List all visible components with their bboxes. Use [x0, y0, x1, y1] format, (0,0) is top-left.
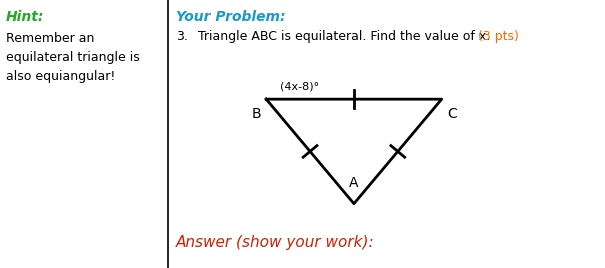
Text: Remember an
equilateral triangle is
also equiangular!: Remember an equilateral triangle is also…	[6, 32, 140, 83]
Text: B: B	[252, 107, 261, 121]
Text: (3 pts): (3 pts)	[478, 30, 519, 43]
Text: Hint:: Hint:	[6, 10, 44, 24]
Text: (4x-8)°: (4x-8)°	[280, 81, 319, 91]
Text: Your Problem:: Your Problem:	[176, 10, 286, 24]
Text: C: C	[446, 107, 457, 121]
Text: Triangle ABC is equilateral. Find the value of x.: Triangle ABC is equilateral. Find the va…	[198, 30, 490, 43]
Text: 3.: 3.	[176, 30, 188, 43]
Text: Answer (show your work):: Answer (show your work):	[176, 235, 374, 250]
Text: A: A	[349, 176, 359, 190]
